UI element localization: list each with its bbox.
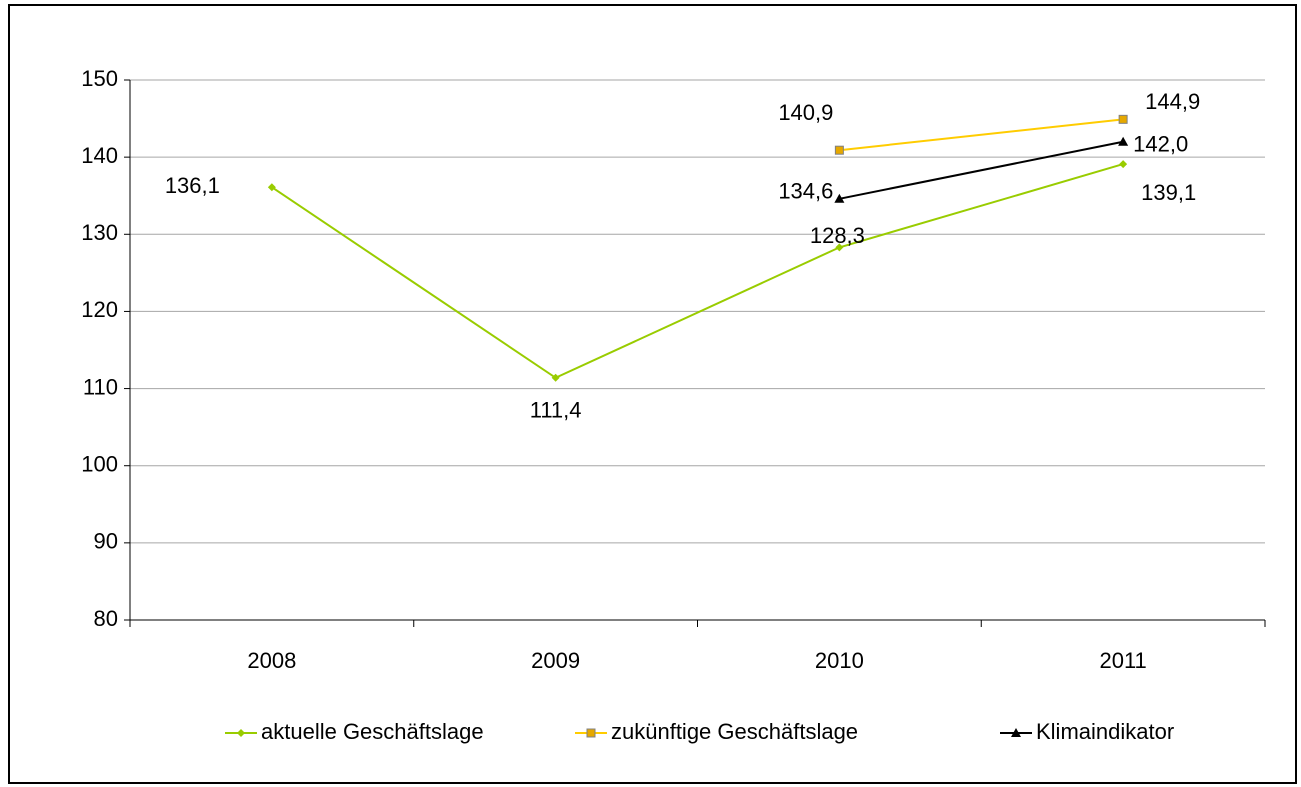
marker (1011, 728, 1021, 737)
data-label: 142,0 (1133, 132, 1188, 157)
legend-item: Klimaindikator (1000, 719, 1174, 744)
marker (834, 193, 845, 203)
series-line (271, 163, 1124, 379)
data-label: 139,1 (1141, 180, 1196, 205)
data-label: 111,4 (530, 398, 582, 423)
x-tick-label: 2008 (247, 648, 296, 673)
data-label: 140,9 (778, 100, 833, 125)
marker (834, 145, 844, 155)
y-tick-label: 140 (81, 143, 118, 168)
data-label: 134,6 (778, 179, 833, 204)
marker (1119, 160, 1128, 169)
series-line (839, 118, 1124, 152)
legend-label: aktuelle Geschäftslage (261, 719, 484, 744)
marker (586, 728, 596, 738)
y-tick-label: 90 (94, 529, 118, 554)
data-label: 136,1 (165, 173, 220, 198)
series-line (839, 140, 1124, 200)
legend-label: Klimaindikator (1036, 719, 1174, 744)
y-tick-label: 80 (94, 606, 118, 631)
data-label: 128,3 (810, 223, 865, 248)
y-tick-label: 110 (83, 374, 118, 399)
y-tick-label: 150 (81, 66, 118, 91)
marker (267, 183, 276, 192)
x-tick-label: 2010 (815, 648, 864, 673)
data-label: 144,9 (1145, 89, 1200, 114)
y-tick-label: 120 (81, 297, 118, 322)
x-tick-label: 2009 (531, 648, 580, 673)
marker (551, 373, 560, 382)
legend-item: aktuelle Geschäftslage (225, 719, 484, 744)
y-tick-label: 130 (81, 220, 118, 245)
y-tick-label: 100 (81, 452, 118, 477)
legend-item: zukünftige Geschäftslage (575, 719, 858, 744)
legend-label: zukünftige Geschäftslage (611, 719, 858, 744)
marker (237, 729, 245, 737)
marker (835, 243, 844, 252)
x-tick-label: 2011 (1099, 648, 1146, 673)
chart-border (8, 4, 1297, 784)
marker (1118, 114, 1128, 124)
marker (1118, 136, 1129, 146)
